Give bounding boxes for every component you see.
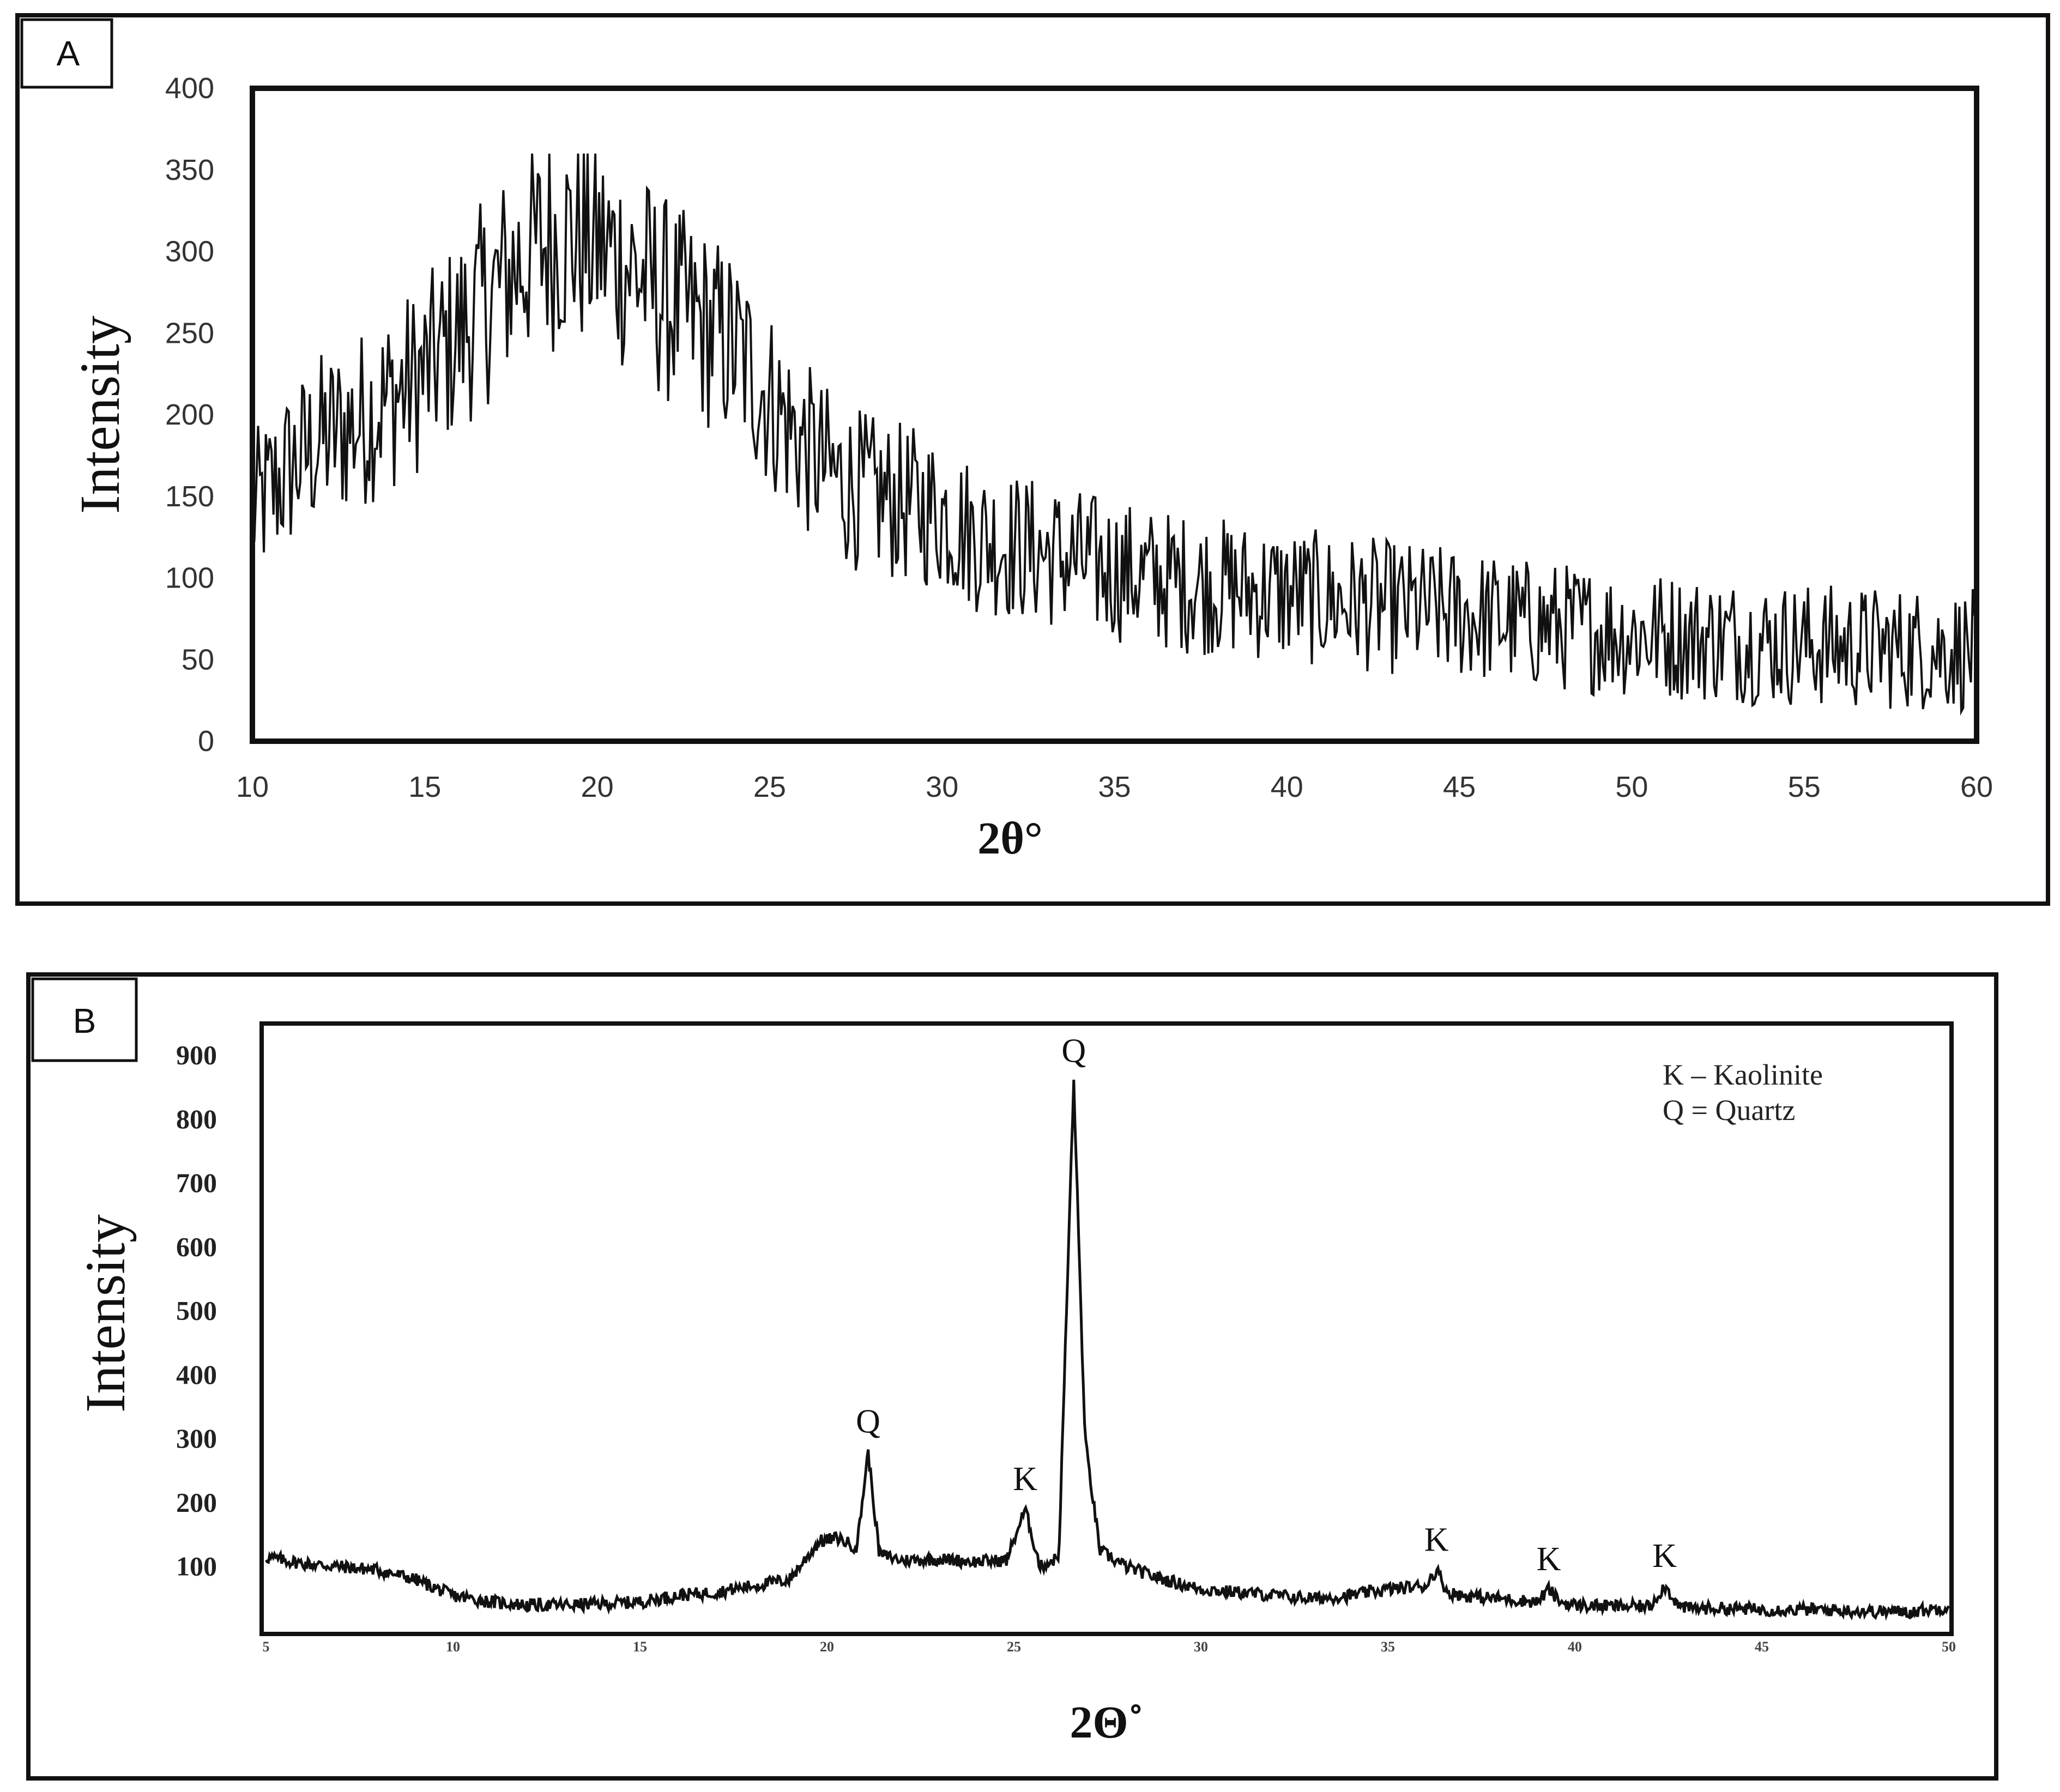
chart-b-x-tick-label: 35 <box>1381 1639 1395 1655</box>
chart-b-peak-label: Q <box>856 1403 880 1440</box>
chart-a-y-tick-label: 300 <box>165 235 214 268</box>
chart-b-peak-label: K <box>1652 1537 1677 1575</box>
chart-a-x-tick-label: 50 <box>1615 771 1648 803</box>
chart-b-peak-label: K <box>1537 1541 1561 1578</box>
chart-a-y-axis-label: Intensity <box>69 316 131 514</box>
chart-a-series-line <box>251 153 1978 716</box>
chart-a-x-tick-label: 10 <box>236 771 269 803</box>
chart-b-peak-label: K <box>1013 1461 1037 1498</box>
chart-b: 100 200 300 400 500 600 700 800 900 5 10 15 20 25 30 35… <box>74 1021 1956 1748</box>
chart-a-x-tick-label: 40 <box>1271 771 1303 803</box>
chart-b-y-axis-label: Intensity <box>74 1214 137 1413</box>
chart-b-x-tick-label: 25 <box>1007 1639 1021 1655</box>
chart-b-x-tick-label: 45 <box>1755 1639 1769 1655</box>
panel-a-tag-box <box>20 18 113 89</box>
chart-a-y-tick-label: 100 <box>165 562 214 595</box>
chart-b-plot-frame <box>259 1021 1954 1636</box>
chart-a-y-tick-label: 400 <box>165 72 214 105</box>
chart-a-x-tick-label: 35 <box>1098 771 1131 803</box>
chart-b-x-tick-label: 15 <box>633 1639 647 1655</box>
chart-b-x-tick-label: 5 <box>263 1639 270 1655</box>
chart-a-y-tick-label: 50 <box>182 643 214 676</box>
panel-a-tag: A <box>57 34 80 73</box>
chart-a-y-tick-label: 350 <box>165 154 214 186</box>
chart-a-plot-frame <box>250 86 1979 744</box>
chart-a-y-tick-label: 150 <box>165 480 214 513</box>
chart-b-x-tick-label: 40 <box>1568 1639 1582 1655</box>
chart-b-x-tick-label: 30 <box>1194 1639 1208 1655</box>
chart-a-x-tick-label: 20 <box>581 771 614 803</box>
chart-a-x-tick-label: 45 <box>1443 771 1476 803</box>
chart-b-x-tick-label: 20 <box>820 1639 834 1655</box>
panel-b-tag: B <box>73 1001 96 1040</box>
chart-b-x-axis-label: 2Θ˚ <box>1070 1697 1143 1748</box>
chart-b-x-tick-label: 10 <box>446 1639 460 1655</box>
panel-b-frame <box>26 972 1998 1781</box>
chart-a-x-tick-label: 55 <box>1788 771 1821 803</box>
chart-b-y-tick-label: 600 <box>176 1231 217 1262</box>
chart-a-x-tick-label: 30 <box>926 771 958 803</box>
chart-b-x-tick-label: 50 <box>1942 1639 1956 1655</box>
chart-a: 10 15 20 25 30 35 40 45 50 55 60 0 50 100 150 200 250 300… <box>69 72 1993 864</box>
panel-a-frame <box>15 13 2050 906</box>
chart-a-x-tick-label: 60 <box>1960 771 1993 803</box>
chart-b-y-tick-label: 400 <box>176 1359 217 1390</box>
chart-b-y-tick-label: 500 <box>176 1295 217 1326</box>
panel-b-tag-box <box>31 977 138 1062</box>
chart-a-y-tick-label: 250 <box>165 317 214 349</box>
chart-a-y-tick-label: 0 <box>198 725 214 758</box>
chart-b-y-tick-label: 300 <box>176 1423 217 1454</box>
legend-item-quartz: Q = Quartz <box>1663 1094 1795 1127</box>
chart-a-y-tick-label: 200 <box>165 398 214 431</box>
chart-b-peak-label: Q <box>1061 1033 1086 1070</box>
chart-b-y-tick-label: 100 <box>176 1551 217 1582</box>
chart-a-x-axis-label: 2θ° <box>977 813 1042 864</box>
chart-b-y-tick-label: 800 <box>176 1104 217 1134</box>
chart-b-peak-label: K <box>1424 1522 1449 1559</box>
chart-b-series-line <box>264 1080 1950 1621</box>
chart-b-y-tick-label: 700 <box>176 1167 217 1198</box>
legend-item-kaolinite: K – Kaolinite <box>1663 1058 1823 1091</box>
chart-b-y-tick-label: 900 <box>176 1040 217 1070</box>
chart-a-x-tick-label: 15 <box>408 771 441 803</box>
chart-b-y-tick-label: 200 <box>176 1487 217 1517</box>
chart-a-x-tick-label: 25 <box>753 771 786 803</box>
